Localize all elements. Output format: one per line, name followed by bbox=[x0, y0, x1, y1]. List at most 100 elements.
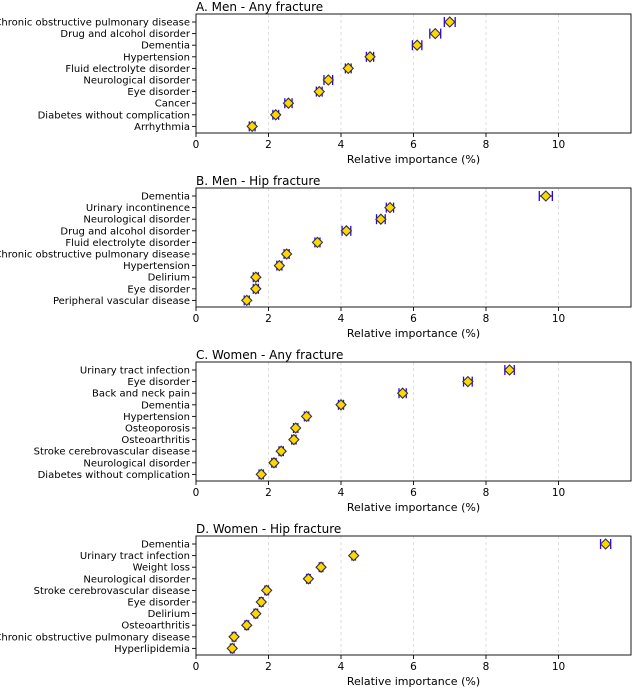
x-tick-label: 4 bbox=[338, 661, 345, 673]
x-axis-label: Relative importance (%) bbox=[347, 501, 480, 514]
y-tick-label: Osteoarthritis bbox=[121, 621, 190, 632]
x-tick-label: 10 bbox=[552, 313, 565, 325]
data-point bbox=[250, 283, 262, 295]
data-point bbox=[429, 27, 442, 40]
x-axis-label: Relative importance (%) bbox=[347, 675, 480, 688]
x-tick-label: 0 bbox=[193, 313, 200, 325]
data-point bbox=[503, 364, 516, 376]
data-point bbox=[384, 201, 396, 214]
data-point bbox=[311, 236, 324, 249]
y-tick-label: Arrhythmia bbox=[134, 122, 190, 133]
y-tick-label: Diabetes without complication bbox=[38, 470, 190, 481]
x-tick-label: 0 bbox=[193, 487, 200, 499]
y-tick-label: Osteoarthritis bbox=[121, 435, 190, 446]
x-tick-label: 2 bbox=[265, 487, 272, 499]
y-tick-label: Drug and alcohol disorder bbox=[60, 226, 190, 237]
x-axis-label: Relative importance (%) bbox=[347, 153, 480, 166]
data-point bbox=[347, 549, 360, 562]
y-tick-label: Chronic obstructive pulmonary disease bbox=[0, 18, 190, 29]
plot-frame bbox=[195, 187, 632, 308]
y-tick-label: Hypertension bbox=[123, 52, 190, 63]
data-point bbox=[599, 538, 612, 550]
x-tick-label: 8 bbox=[483, 661, 490, 673]
data-point bbox=[269, 109, 282, 121]
x-tick-label: 6 bbox=[410, 487, 417, 499]
data-point bbox=[315, 561, 327, 573]
y-tick-label: Osteoporosis bbox=[125, 424, 190, 435]
data-point bbox=[375, 213, 387, 225]
y-tick-label: Stroke cerebrovascular disease bbox=[34, 447, 190, 458]
data-point bbox=[288, 433, 300, 446]
data-point bbox=[300, 410, 313, 423]
data-point bbox=[260, 584, 273, 597]
data-point bbox=[462, 375, 474, 388]
data-point bbox=[396, 387, 409, 399]
panel-title: D. Women - Hip fracture bbox=[196, 522, 341, 536]
y-tick-label: Hyperlipidemia bbox=[114, 644, 190, 655]
data-point bbox=[226, 642, 239, 655]
x-tick-label: 4 bbox=[338, 313, 345, 325]
y-tick-label: Peripheral vascular disease bbox=[53, 296, 190, 307]
y-tick-label: Urinary tract infection bbox=[80, 551, 190, 562]
data-point bbox=[240, 619, 253, 631]
data-point bbox=[540, 190, 552, 202]
y-tick-label: Chronic obstructive pulmonary disease bbox=[0, 250, 190, 261]
y-tick-label: Fluid electrolyte disorder bbox=[65, 64, 191, 75]
data-point bbox=[411, 39, 423, 51]
x-tick-label: 8 bbox=[483, 313, 490, 325]
data-point bbox=[250, 607, 262, 620]
data-point bbox=[322, 74, 335, 86]
y-tick-label: Weight loss bbox=[133, 563, 190, 574]
x-tick-label: 10 bbox=[552, 661, 565, 673]
panel-title: A. Men - Any fracture bbox=[196, 0, 323, 14]
data-point bbox=[250, 271, 262, 283]
x-tick-label: 8 bbox=[483, 139, 490, 151]
y-tick-label: Neurological disorder bbox=[83, 574, 190, 585]
y-tick-label: Delirium bbox=[148, 273, 190, 284]
x-axis-label: Relative importance (%) bbox=[347, 327, 480, 340]
x-tick-label: 10 bbox=[552, 139, 565, 151]
x-tick-label: 2 bbox=[265, 313, 272, 325]
x-tick-label: 10 bbox=[552, 487, 565, 499]
data-point bbox=[335, 399, 347, 411]
y-tick-label: Hypertension bbox=[123, 261, 190, 272]
data-point bbox=[282, 97, 295, 109]
data-point bbox=[240, 294, 253, 307]
data-point bbox=[228, 631, 240, 643]
x-tick-label: 6 bbox=[410, 139, 417, 151]
plot-frame bbox=[195, 13, 632, 134]
y-tick-label: Fluid electrolyte disorder bbox=[65, 238, 191, 249]
y-tick-label: Stroke cerebrovascular disease bbox=[34, 586, 190, 597]
data-point bbox=[302, 573, 315, 585]
data-point bbox=[255, 596, 268, 608]
y-tick-label: Neurological disorder bbox=[83, 458, 190, 469]
y-tick-label: Dementia bbox=[141, 540, 190, 551]
y-tick-label: Chronic obstructive pulmonary disease bbox=[0, 632, 190, 643]
x-tick-label: 0 bbox=[193, 661, 200, 673]
y-tick-label: Cancer bbox=[155, 99, 191, 110]
x-tick-label: 6 bbox=[410, 313, 417, 325]
data-point bbox=[443, 16, 456, 28]
y-tick-label: Diabetes without complication bbox=[38, 110, 190, 121]
plot-frame bbox=[195, 361, 632, 482]
y-tick-label: Urinary tract infection bbox=[80, 366, 190, 377]
x-tick-label: 8 bbox=[483, 487, 490, 499]
data-point bbox=[268, 457, 280, 469]
y-tick-label: Eye disorder bbox=[127, 284, 190, 295]
panel-title: B. Men - Hip fracture bbox=[196, 174, 320, 188]
data-point bbox=[289, 422, 302, 434]
y-tick-label: Eye disorder bbox=[127, 598, 190, 609]
data-point bbox=[275, 445, 287, 457]
plot-frame bbox=[195, 535, 632, 656]
y-tick-label: Hypertension bbox=[123, 412, 190, 423]
data-point bbox=[340, 225, 353, 237]
y-tick-label: Drug and alcohol disorder bbox=[60, 29, 190, 40]
data-point bbox=[364, 51, 376, 63]
y-tick-label: Dementia bbox=[141, 41, 190, 52]
x-tick-label: 4 bbox=[338, 139, 345, 151]
x-tick-label: 0 bbox=[193, 139, 200, 151]
y-tick-label: Dementia bbox=[141, 192, 190, 203]
x-tick-label: 2 bbox=[265, 661, 272, 673]
